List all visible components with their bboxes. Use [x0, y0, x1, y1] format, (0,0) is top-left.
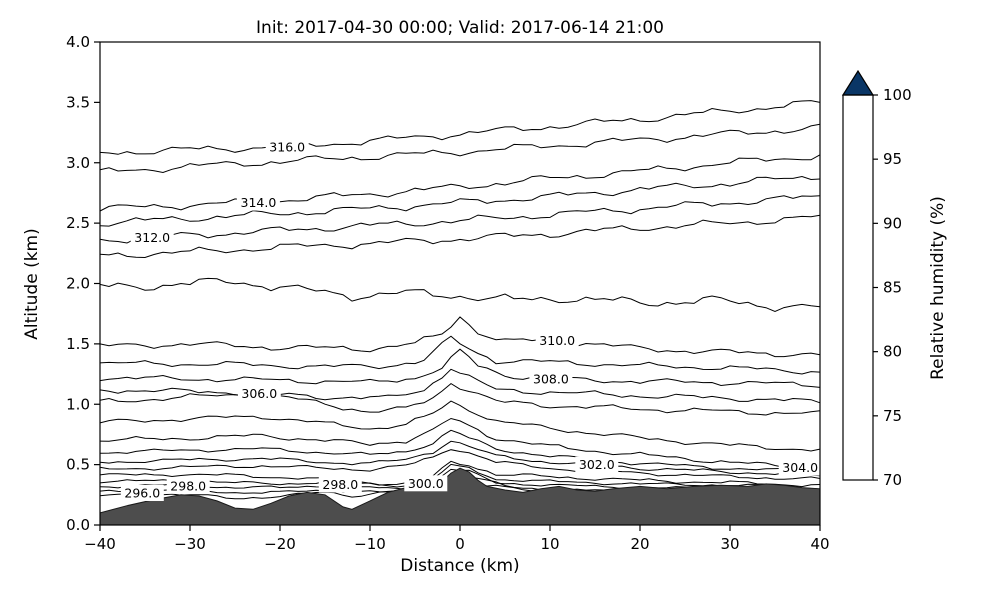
colorbar-outline — [842, 94, 874, 481]
x-tick-label: 30 — [720, 535, 739, 553]
contour-label-bg — [237, 385, 281, 402]
colorbar-extend-arrow — [841, 69, 875, 96]
axes-frame — [99, 41, 821, 526]
contour-label: 298.0 — [170, 478, 206, 493]
colorbar-tick-label: 90 — [883, 214, 902, 232]
contour-line-304 — [99, 417, 821, 470]
y-tick-label: 0.0 — [66, 516, 90, 534]
colorbar-tick-label: 80 — [883, 343, 902, 361]
colorbar: 70 75 80 85 90 95 100 — [841, 69, 912, 489]
contour-label-bg — [166, 477, 210, 494]
contour-line-302 — [99, 440, 821, 477]
contour-label: 308.0 — [533, 371, 569, 386]
contour-label: 306.0 — [241, 386, 277, 401]
y-tick-label: 3.5 — [66, 93, 90, 111]
contour-label: 304.0 — [782, 460, 818, 475]
colorbar-tick-label: 100 — [883, 86, 912, 104]
contour-label: 298.0 — [322, 477, 358, 492]
contour-label: 310.0 — [539, 333, 575, 348]
terrain-fill — [99, 467, 821, 526]
colorbar-tick-label: 75 — [883, 407, 902, 425]
contour-label-bg — [529, 370, 573, 387]
contour-label: 314.0 — [241, 195, 277, 210]
y-axis-ticks: 0.0 0.5 1.0 1.5 2.0 2.5 3.0 3.5 4.0 — [66, 33, 100, 534]
colorbar-tick-label: 70 — [883, 471, 902, 489]
y-tick-label: 1.5 — [66, 335, 90, 353]
x-tick-label: −30 — [174, 535, 206, 553]
x-axis-label: Distance (km) — [400, 556, 520, 576]
x-tick-label: 0 — [455, 535, 465, 553]
colorbar-tick-label: 95 — [883, 150, 902, 168]
colorbar-tick-label: 85 — [883, 279, 902, 297]
x-tick-label: −20 — [264, 535, 296, 553]
x-tick-label: 10 — [540, 535, 559, 553]
contour-label-bg — [778, 459, 822, 476]
contour-line-307 — [99, 368, 821, 404]
x-tick-label: 40 — [810, 535, 829, 553]
plot-title: Init: 2017-04-30 00:00; Valid: 2017-06-1… — [256, 18, 664, 38]
contour-label: 316.0 — [269, 140, 305, 155]
contour-line-308 — [99, 348, 821, 388]
contour-label-bg — [236, 194, 280, 211]
x-tick-label: 20 — [630, 535, 649, 553]
contour-label: 312.0 — [134, 230, 170, 245]
contour-line-315 — [99, 123, 821, 174]
contour-line-301 — [99, 449, 821, 480]
contour-label-bg — [535, 332, 579, 349]
contour-label-bg — [575, 456, 619, 473]
contour-label-bg — [265, 139, 309, 156]
contour-lines — [99, 100, 821, 500]
x-tick-label: −40 — [84, 535, 116, 553]
y-tick-label: 2.0 — [66, 275, 90, 293]
contour-label: 300.0 — [408, 476, 444, 491]
contour-label-bg — [130, 229, 174, 246]
contour-line-313 — [99, 175, 821, 227]
contour-line-316 — [99, 100, 821, 155]
contour-line-310 — [99, 316, 821, 358]
contour-line-303 — [99, 429, 821, 473]
contour-line-314 — [99, 154, 821, 212]
contour-label-bg — [404, 475, 448, 492]
contour-line-310.5 — [99, 277, 821, 313]
contour-line-306 — [99, 382, 821, 416]
contour-line-305 — [99, 400, 821, 452]
y-tick-label: 2.5 — [66, 214, 90, 232]
contour-label-bg — [318, 476, 362, 493]
contour-label: 296.0 — [124, 486, 160, 501]
y-tick-label: 0.5 — [66, 456, 90, 474]
contour-line-300 — [99, 460, 821, 488]
contour-label: 302.0 — [579, 457, 615, 472]
contour-line-311 — [99, 214, 821, 259]
x-axis-ticks: −40 −30 −20 −10 0 10 20 30 40 — [84, 525, 830, 553]
contour-label-bg — [120, 485, 164, 501]
y-tick-label: 3.0 — [66, 154, 90, 172]
contour-labels: 316.0 314.0 312.0 310.0 308.0 306.0 302.0 304.0… — [120, 139, 822, 501]
y-tick-label: 4.0 — [66, 33, 90, 51]
contour-line-309 — [99, 335, 821, 375]
contour-line-312 — [99, 195, 821, 244]
x-tick-label: −10 — [354, 535, 386, 553]
y-tick-label: 1.0 — [66, 395, 90, 413]
